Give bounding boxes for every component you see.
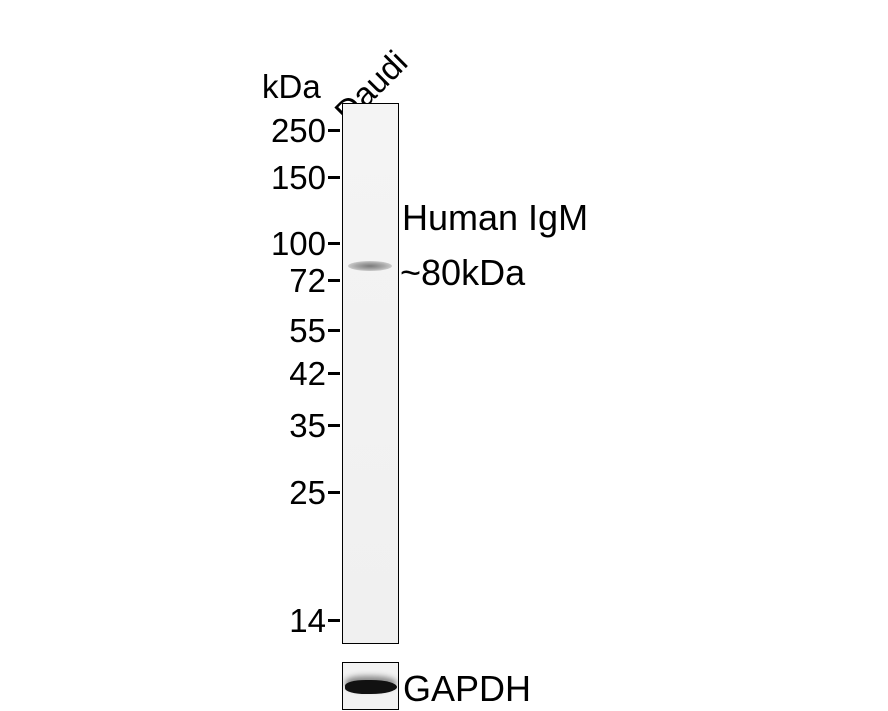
marker-tick bbox=[328, 424, 340, 427]
marker-label: 250 bbox=[270, 112, 326, 149]
marker-label: 35 bbox=[289, 407, 326, 444]
loading-control-label: GAPDH bbox=[403, 668, 532, 709]
gapdh-band bbox=[345, 680, 397, 694]
marker-label: 14 bbox=[289, 602, 326, 639]
marker-label: 25 bbox=[289, 474, 326, 511]
marker-tick bbox=[328, 372, 340, 375]
marker-tick bbox=[328, 491, 340, 494]
blot-lane bbox=[342, 103, 399, 644]
target-name: Human IgM bbox=[402, 197, 589, 238]
marker-tick bbox=[328, 279, 340, 282]
marker-tick bbox=[328, 329, 340, 332]
marker-tick bbox=[328, 619, 340, 622]
target-size: ~80kDa bbox=[400, 252, 526, 293]
marker-tick bbox=[328, 176, 340, 179]
marker-label: 55 bbox=[289, 312, 326, 349]
unit-label: kDa bbox=[262, 68, 321, 105]
marker-tick bbox=[328, 129, 340, 132]
marker-label: 150 bbox=[270, 159, 326, 196]
marker-label: 100 bbox=[270, 225, 326, 262]
marker-label: 42 bbox=[289, 355, 326, 392]
marker-tick bbox=[328, 242, 340, 245]
marker-label: 72 bbox=[289, 262, 326, 299]
gapdh-blot bbox=[342, 662, 399, 710]
igm-band bbox=[348, 261, 392, 271]
